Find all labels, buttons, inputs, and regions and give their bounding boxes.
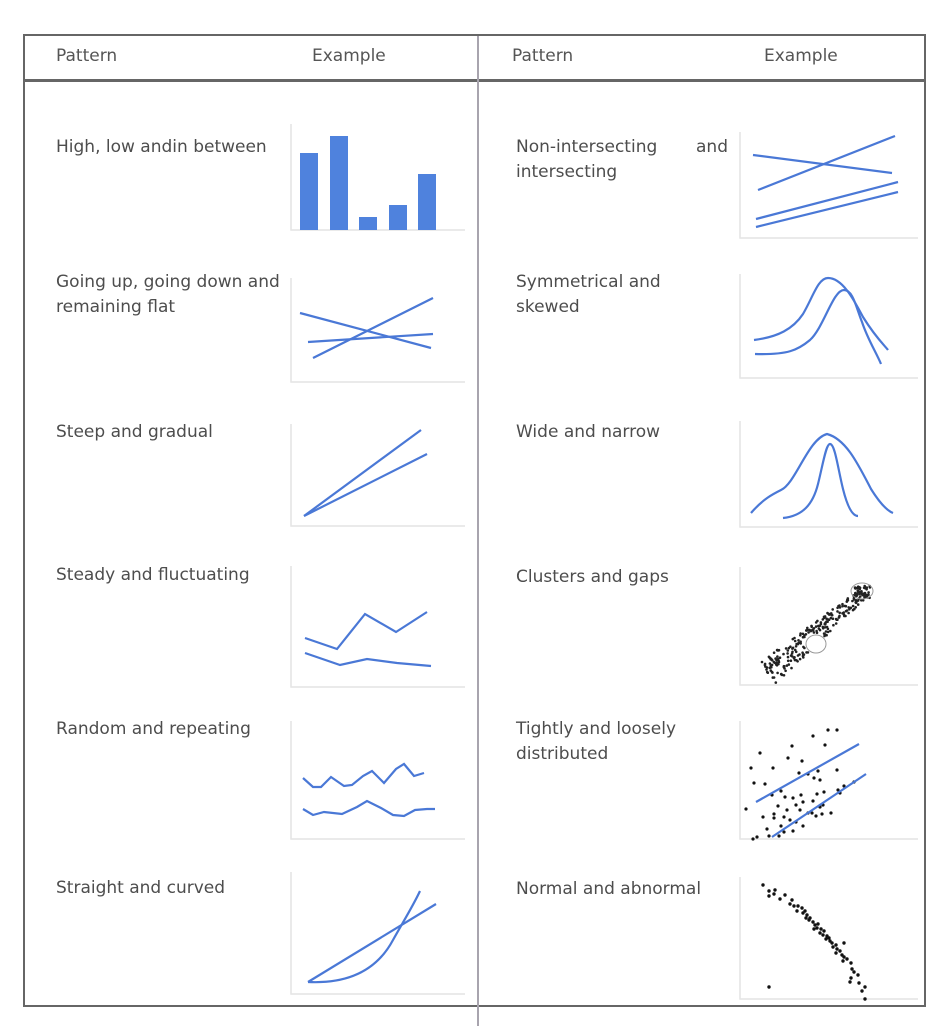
header-example-right: Example [764, 46, 838, 66]
header-pattern-left: Pattern [56, 46, 118, 66]
pattern-label: Non-intersecting and intersecting [516, 137, 728, 182]
pattern-label: Steady and fluctuating [56, 565, 250, 585]
pattern-label: Going up, going down and remaining flat [56, 272, 280, 317]
line-chart-example [289, 276, 469, 386]
pattern-label: Straight and curved [56, 878, 226, 898]
pattern-label: Normal and abnormal [516, 879, 702, 899]
pattern-label: Tightly and loosely distributed [516, 719, 677, 764]
line-chart-example [289, 564, 469, 692]
line-chart-example [289, 870, 469, 1000]
scatter-chart-example [738, 565, 923, 690]
line-chart-example [289, 719, 469, 844]
curve-chart-example [738, 419, 923, 531]
line-chart-example [289, 422, 469, 532]
line-chart-example [738, 130, 923, 242]
patterns-table: Pattern Example Pattern Example High, lo… [23, 34, 926, 1026]
header-pattern-right: Pattern [512, 46, 574, 66]
scatter-chart-example [738, 719, 923, 844]
table-header: Pattern Example Pattern Example [25, 36, 924, 82]
curve-chart-example [738, 272, 923, 382]
pattern-label: Steep and gradual [56, 422, 213, 442]
scatter-chart-example [738, 875, 923, 1005]
pattern-label: High, low andin between [56, 137, 267, 157]
bar-chart-example [289, 122, 469, 237]
header-example-left: Example [312, 46, 386, 66]
pattern-label: Wide and narrow [516, 422, 661, 442]
pattern-label: Clusters and gaps [516, 567, 669, 587]
pattern-label: Symmetrical and skewed [516, 272, 661, 317]
pattern-label: Random and repeating [56, 719, 251, 739]
column-divider [477, 36, 479, 1026]
